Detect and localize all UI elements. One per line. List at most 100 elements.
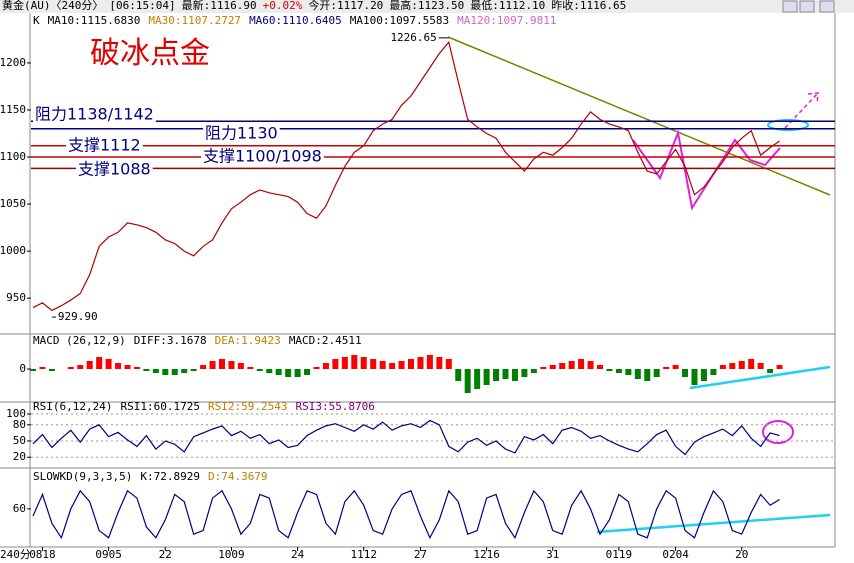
indicator-label: RSI2:59.2543 xyxy=(208,400,287,413)
bar xyxy=(389,363,396,369)
nav-button[interactable] xyxy=(782,0,798,13)
bar xyxy=(625,369,632,375)
bar xyxy=(48,369,55,371)
bar xyxy=(653,369,660,377)
bar xyxy=(549,365,556,369)
bar xyxy=(152,369,159,373)
bar xyxy=(133,367,140,369)
bar xyxy=(663,367,670,369)
header-field: 今开:1117.20 xyxy=(308,0,383,12)
level-label: 支撑1088 xyxy=(78,160,151,179)
bar xyxy=(426,355,433,369)
x-tick-label: 0204 xyxy=(662,548,689,561)
level-label-bg xyxy=(203,125,280,143)
header-field: 最高:1123.50 xyxy=(389,0,464,12)
bar xyxy=(710,369,717,375)
bar xyxy=(86,361,93,369)
x-tick-label: 31 xyxy=(546,548,559,561)
bar xyxy=(398,361,405,369)
bar xyxy=(767,369,774,373)
trend-line xyxy=(447,36,831,196)
bar xyxy=(67,367,74,369)
bar xyxy=(304,369,311,375)
level-label: 阻力1138/1142 xyxy=(35,105,154,124)
bar xyxy=(200,365,207,369)
y-tick-label: 1100 xyxy=(0,150,26,163)
level-label: 支撑1100/1098 xyxy=(203,147,322,166)
bar xyxy=(559,363,566,369)
bar xyxy=(341,357,348,369)
bar xyxy=(691,369,698,385)
forecast-arrow xyxy=(784,92,819,129)
bar xyxy=(672,365,679,369)
bar xyxy=(719,365,726,369)
indicator-label: RSI3:55.8706 xyxy=(295,400,374,413)
y-tick-label: 50 xyxy=(13,434,26,447)
indicator-label: MACD:2.4511 xyxy=(289,334,362,347)
header-field: 昨收:1116.65 xyxy=(551,0,626,12)
bar xyxy=(209,361,216,369)
bar xyxy=(615,369,622,373)
target-ellipse xyxy=(767,119,809,131)
y-tick-label: 1050 xyxy=(0,197,26,210)
series-line xyxy=(32,489,780,540)
bar xyxy=(370,359,377,369)
divergence-line xyxy=(689,365,831,390)
bar xyxy=(587,361,594,369)
series-line xyxy=(32,40,780,312)
bar xyxy=(322,363,329,369)
nav-button[interactable] xyxy=(819,0,835,13)
bar xyxy=(644,369,651,381)
level-label: 支撑1112 xyxy=(68,136,141,155)
bar xyxy=(568,361,575,369)
indicator-label: MA60:1110.6405 xyxy=(249,14,342,27)
bar xyxy=(124,365,131,369)
bar xyxy=(105,359,112,369)
x-tick-label: 1112 xyxy=(351,548,378,561)
indicator-label: K:72.8929 xyxy=(140,470,200,483)
bar xyxy=(729,363,736,369)
bar xyxy=(417,357,424,369)
y-tick-label: 80 xyxy=(13,418,26,431)
y-tick-label: 950 xyxy=(6,291,26,304)
bar xyxy=(285,369,292,377)
bar xyxy=(360,357,367,369)
bar xyxy=(455,369,462,381)
bar xyxy=(748,359,755,369)
bar xyxy=(162,369,169,375)
x-tick-label: 1009 xyxy=(218,548,245,561)
bar xyxy=(96,357,103,369)
bar xyxy=(757,363,764,369)
bar xyxy=(493,369,500,381)
y-tick-label: 1000 xyxy=(0,244,26,257)
bar xyxy=(266,369,273,373)
bar xyxy=(228,361,235,369)
bar xyxy=(115,363,122,369)
extreme-label: 1226.65 xyxy=(390,31,436,44)
y-tick-label: 1200 xyxy=(0,56,26,69)
bar xyxy=(436,357,443,369)
bar xyxy=(313,367,320,369)
indicator-label: RSI1:60.1725 xyxy=(120,400,199,413)
bar xyxy=(530,369,537,373)
x-tick-label: 24 xyxy=(291,548,305,561)
x-tick-label: 0119 xyxy=(606,548,633,561)
bar xyxy=(408,359,414,369)
header-field: 最低:1112.10 xyxy=(470,0,545,12)
bar xyxy=(606,369,613,371)
level-label-bg xyxy=(76,161,153,179)
x-tick-label: 22 xyxy=(159,548,172,561)
nav-button[interactable] xyxy=(799,0,815,13)
bar xyxy=(351,355,358,369)
indicator-label: MA100:1097.5583 xyxy=(350,14,449,27)
bar xyxy=(275,369,282,375)
bar xyxy=(700,369,707,381)
x-tick-label: 27 xyxy=(414,548,427,561)
header-field: 最新:1116.90 xyxy=(182,0,257,12)
chart-title: 破冰点金 xyxy=(90,36,210,71)
bar xyxy=(578,359,585,369)
bar xyxy=(379,361,386,369)
x-unit-label: 240分 xyxy=(0,548,31,561)
bar xyxy=(332,359,339,369)
